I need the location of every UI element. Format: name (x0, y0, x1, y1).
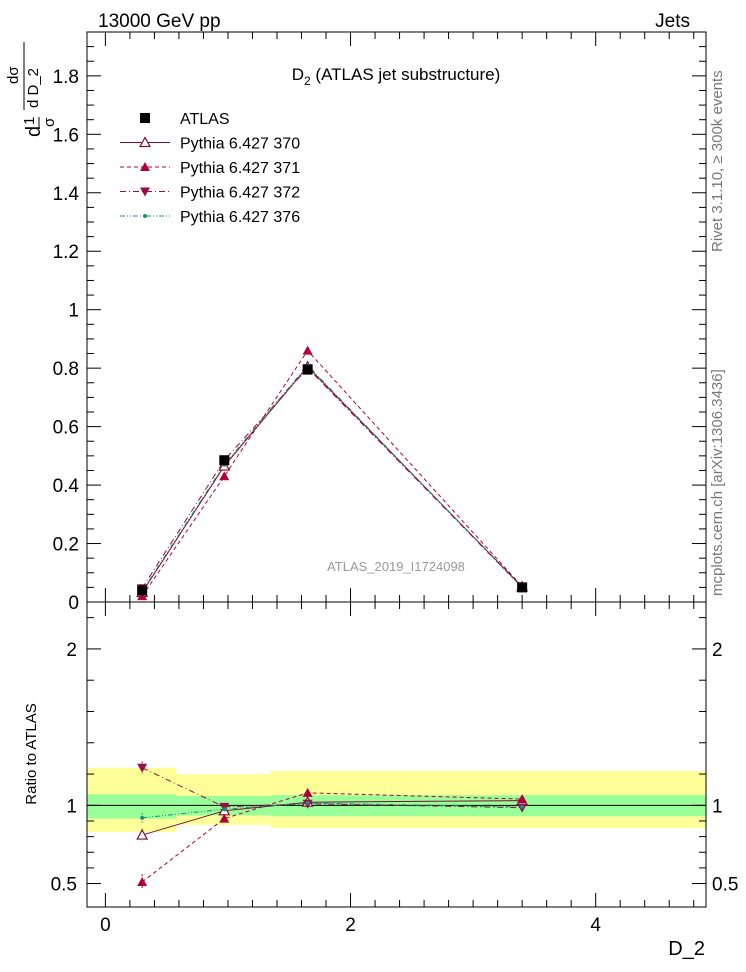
main-y-tick-label: 1.8 (53, 67, 79, 88)
ratio-series-markers (136, 763, 529, 886)
ratio-y-tick-label: 1 (66, 796, 77, 817)
main-y-tick-label: 0.8 (53, 359, 79, 380)
main-marker-series-0 (219, 455, 230, 466)
legend-label-4: Pythia 6.427 376 (180, 209, 300, 226)
main-y-tick-label: 0.4 (53, 476, 80, 497)
main-x-axis-ticks (104, 32, 695, 602)
legend-label-2: Pythia 6.427 371 (180, 160, 300, 177)
legend-label-3: Pythia 6.427 372 (180, 185, 300, 202)
x-tick-label: 0 (100, 915, 111, 936)
ylabel-dsigma: dσ (5, 66, 22, 84)
ratio-band-green-0 (87, 794, 177, 819)
ratio-y-tick-label-right: 1 (712, 796, 723, 817)
legend-marker-3 (140, 187, 150, 197)
ratio-y-tick-label: 2 (66, 640, 77, 661)
analysis-watermark: ATLAS_2019_I1724098 (327, 559, 465, 574)
ratio-marker-series-2 (137, 763, 148, 773)
main-line-series-3 (141, 367, 523, 589)
side-text-mcplots: mcplots.cern.ch [arXiv:1306.3436] (709, 369, 726, 596)
ylabel-one: 1 (21, 117, 38, 125)
ratio-marker-series-0 (136, 828, 149, 840)
main-y-tick-label: 1.6 (53, 125, 79, 146)
main-y-tick-label: 1 (68, 301, 79, 322)
ratio-y-tick-label-right: 2 (712, 640, 723, 661)
ratio-plot-frame (86, 601, 707, 908)
x-axis-label: D_2 (668, 938, 705, 960)
ylabel-sigma: σ (41, 117, 58, 127)
ratio-uncertainty-bands (87, 767, 706, 832)
ratio-y-tick-label: 0.5 (51, 875, 77, 896)
main-series-lines (141, 349, 523, 597)
ratio-marker-series-3 (520, 804, 525, 809)
main-y-tick-label: 1.2 (53, 242, 79, 263)
legend-label-1: Pythia 6.427 370 (180, 136, 300, 153)
side-text-rivet: Rivet 3.1.10, ≥ 300k events (709, 70, 726, 252)
legend-marker-0 (140, 113, 150, 123)
main-y-tick-label: 0.2 (53, 535, 79, 556)
main-marker-series-2 (137, 591, 148, 601)
ratio-marker-series-1 (137, 876, 148, 886)
main-series-markers (136, 345, 529, 601)
ratio-marker-series-1 (517, 794, 528, 804)
legend-label-0: ATLAS (180, 111, 230, 128)
main-marker-series-2 (302, 345, 313, 355)
main-marker-series-2 (219, 471, 230, 481)
chart-title-rest: (ATLAS jet substructure) (311, 65, 501, 84)
ratio-y-axis-label: Ratio to ATLAS (23, 703, 40, 804)
main-line-series-2 (141, 349, 523, 597)
main-y-axis: 0 0.2 0.4 0.6 0.8 1 1.2 1.4 1.6 1.8 (53, 46, 706, 614)
ratio-marker-series-3 (222, 807, 227, 812)
main-y-tick-label: 1.4 (53, 184, 80, 205)
main-marker-series-0 (517, 582, 528, 593)
main-marker-series-0 (302, 364, 313, 375)
ratio-marker-series-3 (140, 815, 145, 820)
ylabel-d: d (23, 126, 45, 137)
ylabel-dvar: d D_2 (25, 68, 42, 108)
main-marker-series-0 (137, 585, 148, 596)
legend: ATLAS Pythia 6.427 370 Pythia 6.427 371 Pyt… (120, 111, 300, 226)
ratio-series-lines (141, 761, 523, 890)
legend-marker-4 (143, 214, 147, 218)
ratio-y-tick-label-right: 0.5 (712, 875, 738, 896)
main-line-series-1 (141, 365, 523, 593)
ratio-x-axis: 0 2 4 (100, 602, 695, 936)
legend-marker-1 (138, 136, 152, 148)
main-line-series-4 (141, 364, 523, 592)
main-y-tick-label: 0.6 (53, 418, 79, 439)
ratio-marker-series-1 (302, 787, 313, 797)
header-right: Jets (655, 11, 690, 32)
ratio-marker-series-1 (219, 813, 230, 823)
chart-title-sub: 2 (304, 74, 311, 88)
header-left: 13000 GeV pp (98, 11, 221, 32)
main-panel: 0 0.2 0.4 0.6 0.8 1 1.2 1.4 1.6 1.8 D2 (ATLAS jet… (5, 31, 707, 614)
ratio-y-axis: 0.5 0.5 1 1 2 2 (51, 617, 738, 896)
ratio-marker-series-3 (305, 800, 310, 805)
main-y-tick-label: 0 (68, 593, 79, 614)
legend-marker-2 (140, 162, 150, 171)
chart-title: D2 (ATLAS jet substructure) (292, 65, 501, 88)
x-tick-label: 2 (345, 915, 356, 936)
chart-title-main: D (292, 65, 304, 84)
x-tick-label: 4 (590, 915, 601, 936)
main-y-axis-label: d 1 σ dσ d D_2 (5, 42, 58, 137)
ratio-line-series-2 (141, 767, 523, 809)
ratio-panel: 0.5 0.5 1 1 2 2 0 2 4 Ratio to ATLAS D_2 (23, 601, 738, 960)
ratio-line-series-3 (142, 802, 523, 819)
